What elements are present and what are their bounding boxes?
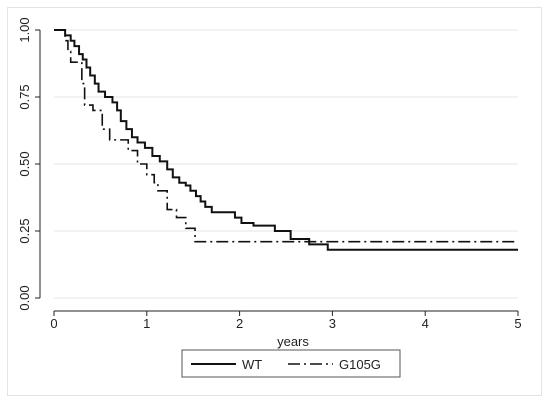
x-tick-label-0: 0 [50,316,57,331]
series-line-g105g [54,29,518,243]
x-tick-label-4: 4 [422,316,429,331]
legend-label-wt: WT [242,357,262,372]
x-tick-label-3: 3 [329,316,336,331]
y-tick-label-1: 0.25 [17,218,32,243]
series-lines [54,29,518,251]
axes: 0.00 0.25 0.50 0.75 1.00 0 1 2 3 4 5 [17,17,522,331]
grid-lines [54,29,518,299]
chart-frame [7,7,542,396]
x-axis-title: years [277,334,309,349]
legend: WT G105G [181,349,401,378]
x-tick-label-2: 2 [236,316,243,331]
legend-label-g105g: G105G [339,357,381,372]
x-tick-label-5: 5 [514,316,521,331]
x-tick-label-1: 1 [143,316,150,331]
y-tick-label-2: 0.50 [17,151,32,176]
y-tick-label-3: 0.75 [17,84,32,109]
y-tick-label-4: 1.00 [17,17,32,42]
series-line-wt [54,29,518,251]
y-tick-label-0: 0.00 [17,285,32,310]
